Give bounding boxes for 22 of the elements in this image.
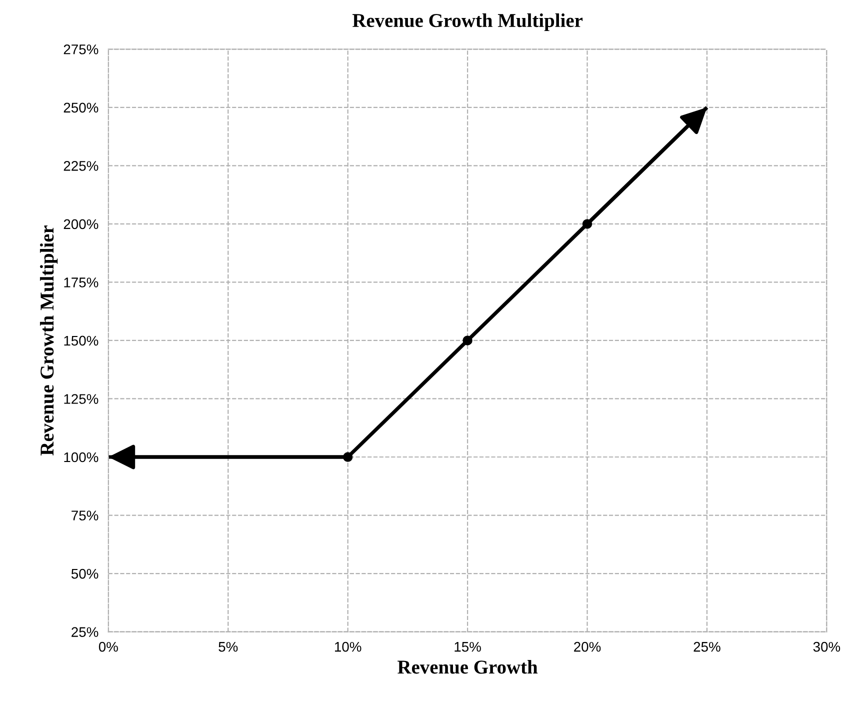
point — [462, 336, 472, 346]
x-tick-label: 25% — [694, 642, 720, 652]
y-tick-label: 200% — [64, 219, 98, 230]
y-tick-label: 50% — [71, 568, 98, 579]
x-tick-label: 5% — [218, 642, 238, 652]
chart-title: Revenue Growth Multiplier — [352, 13, 583, 32]
y-tick-label: 100% — [64, 452, 98, 462]
y-tick-label: 275% — [64, 44, 98, 54]
x-tick-label: 0% — [98, 642, 118, 652]
y-tick-label: 175% — [64, 278, 98, 288]
x-tick-label: 30% — [813, 642, 840, 652]
y-tick-label: 75% — [72, 510, 98, 520]
x-tick-label: 10% — [334, 642, 362, 652]
x-tick-label: 20% — [574, 642, 601, 652]
x-axis-title: Revenue Growth — [398, 660, 538, 674]
y-axis-title: Revenue Growth Multiplier — [40, 225, 58, 456]
y-tick-label: 225% — [64, 161, 98, 171]
x-tick-label: 15% — [454, 642, 481, 652]
y-tick-label: 25% — [72, 627, 98, 637]
y-tick-label: 150% — [64, 336, 98, 346]
y-tick-label: 250% — [64, 102, 98, 113]
y-tick-label: 125% — [64, 394, 98, 404]
